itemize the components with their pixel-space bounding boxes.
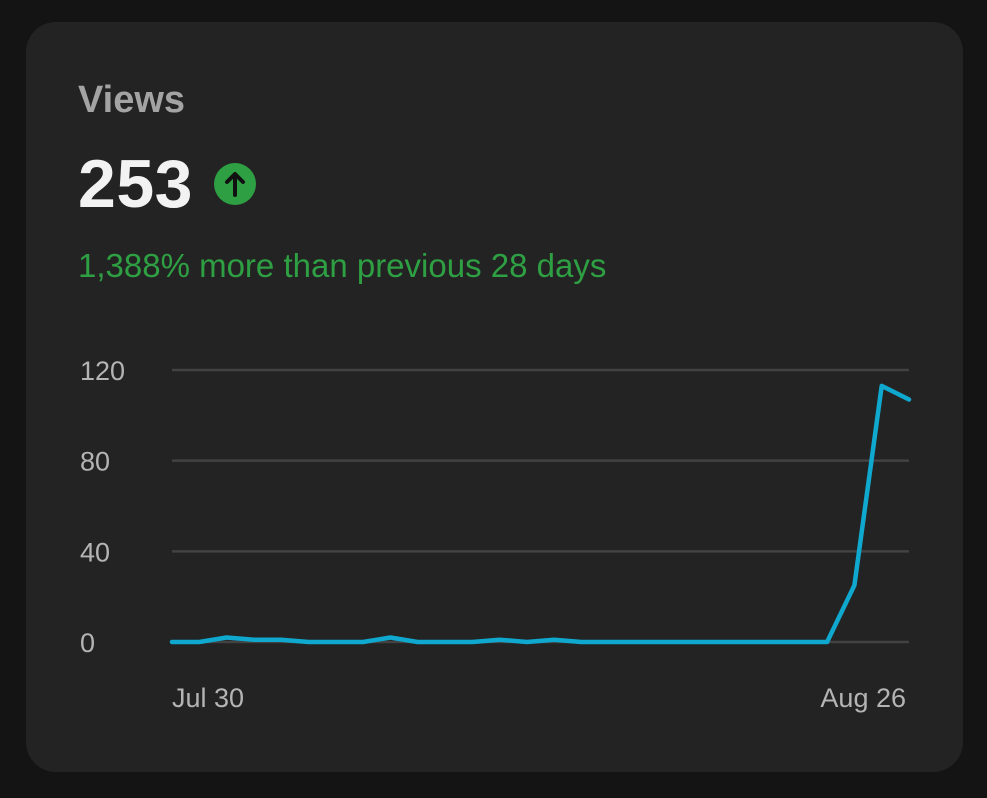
y-tick-label: 0: [80, 628, 95, 658]
metric-label: Views: [78, 79, 186, 121]
y-tick-label: 80: [80, 447, 110, 477]
comparison-text: 1,388% more than previous 28 days: [78, 247, 607, 284]
x-axis-ticks: Jul 30 Aug 26: [172, 683, 906, 713]
x-tick-label: Aug 26: [820, 683, 906, 713]
y-axis-ticks: 0 40 80 120: [80, 356, 125, 658]
arrow-up-circle-icon: [213, 163, 256, 205]
y-tick-label: 40: [80, 537, 110, 567]
y-tick-label: 120: [80, 356, 125, 386]
metric-value: 253: [78, 146, 193, 222]
views-card[interactable]: Views 253 1,388% more than previous 28 d…: [26, 22, 963, 772]
grid-lines: [172, 368, 909, 644]
data-points: [172, 386, 909, 642]
views-series-line: [169, 383, 912, 645]
metric-row: 253: [78, 142, 257, 226]
x-tick-label: Jul 30: [172, 683, 244, 713]
views-line-chart: 0 40 80 120 Jul 30 Aug 26: [80, 356, 912, 713]
